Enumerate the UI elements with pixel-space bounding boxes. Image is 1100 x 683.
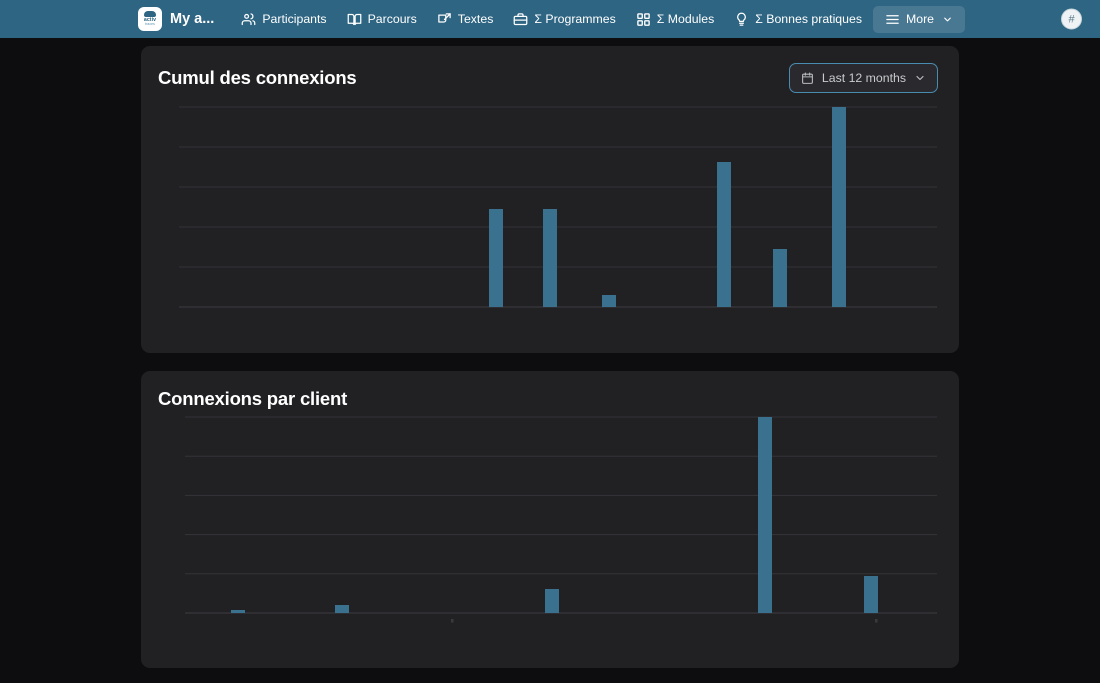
chart-bar[interactable] bbox=[832, 107, 846, 307]
card-cumul-des-connexions: Cumul des connexions Last 12 months bbox=[141, 46, 959, 353]
chart-bar[interactable] bbox=[602, 295, 616, 307]
nav-item-parcours[interactable]: Parcours bbox=[338, 6, 426, 33]
page-title: Cumul des connexions bbox=[158, 67, 357, 88]
nav-item-label: Σ Programmes bbox=[534, 12, 616, 26]
nav-item-textes[interactable]: Textes bbox=[428, 6, 503, 33]
chart-bar[interactable] bbox=[758, 417, 772, 613]
bulb-icon bbox=[734, 12, 749, 27]
page-title: Connexions par client bbox=[158, 388, 348, 409]
axis-tick bbox=[875, 619, 878, 623]
chevron-down-icon bbox=[914, 72, 926, 84]
card-connexions-par-client: Connexions par client bbox=[141, 371, 959, 668]
chart-bar[interactable] bbox=[717, 162, 731, 307]
card-header: Connexions par client bbox=[141, 371, 959, 416]
chart-bar[interactable] bbox=[545, 589, 559, 613]
briefcase-icon bbox=[513, 12, 528, 27]
brand[interactable]: activ traces My a... bbox=[138, 7, 214, 31]
logo-word: activ bbox=[143, 17, 157, 24]
nav-item-modules[interactable]: Σ Modules bbox=[627, 6, 724, 33]
edit-document-icon bbox=[437, 12, 452, 27]
nav-items: Participants Parcours Textes bbox=[232, 5, 966, 33]
grid-icon bbox=[636, 12, 651, 27]
nav-item-programmes[interactable]: Σ Programmes bbox=[504, 6, 624, 33]
avatar-label: # bbox=[1068, 13, 1075, 25]
nav-item-bonnes-pratiques[interactable]: Σ Bonnes pratiques bbox=[725, 6, 871, 33]
bar-chart-svg bbox=[185, 416, 937, 623]
bar-chart-svg bbox=[179, 106, 937, 308]
nav-item-label: Participants bbox=[262, 12, 327, 26]
axis-tick bbox=[451, 619, 454, 623]
top-navigation-bar: activ traces My a... Participants Parcou… bbox=[0, 0, 1100, 38]
people-icon bbox=[241, 12, 256, 27]
chart-connexions-par-client bbox=[141, 416, 959, 666]
chevron-down-icon bbox=[942, 14, 953, 25]
nav-item-label: Σ Modules bbox=[656, 12, 715, 26]
logo-shape bbox=[144, 11, 156, 18]
chart-bar[interactable] bbox=[864, 576, 878, 613]
avatar[interactable]: # bbox=[1061, 8, 1082, 30]
nav-item-label: Textes bbox=[457, 12, 494, 26]
date-range-label: Last 12 months bbox=[821, 71, 906, 85]
nav-item-label: More bbox=[905, 12, 935, 26]
nav-item-label: Parcours bbox=[367, 12, 417, 26]
book-icon bbox=[347, 12, 362, 27]
page-content: Cumul des connexions Last 12 months bbox=[0, 38, 1100, 668]
chart-bar[interactable] bbox=[231, 610, 245, 613]
chart-cumul-des-connexions bbox=[141, 99, 959, 349]
card-header: Cumul des connexions Last 12 months bbox=[141, 46, 959, 99]
calendar-icon bbox=[801, 72, 814, 85]
logo-subword: traces bbox=[145, 22, 155, 27]
app-logo-icon: activ traces bbox=[138, 7, 162, 31]
nav-item-more[interactable]: More bbox=[872, 5, 966, 33]
chart-bar[interactable] bbox=[543, 209, 557, 307]
chart-bar[interactable] bbox=[773, 249, 787, 307]
app-title: My a... bbox=[170, 11, 215, 27]
chart-bar[interactable] bbox=[335, 605, 349, 613]
nav-item-label: Σ Bonnes pratiques bbox=[755, 12, 862, 26]
hamburger-icon bbox=[885, 12, 900, 27]
date-range-selector[interactable]: Last 12 months bbox=[788, 63, 938, 93]
nav-item-participants[interactable]: Participants bbox=[232, 6, 335, 33]
chart-bar[interactable] bbox=[489, 209, 503, 307]
